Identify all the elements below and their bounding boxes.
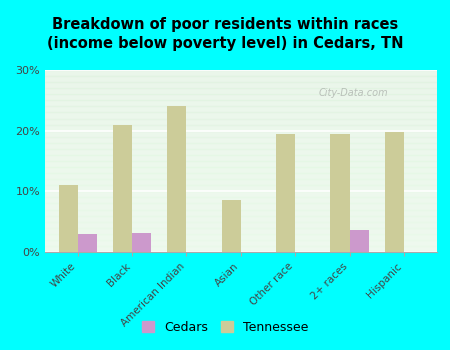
Bar — [45, 210, 436, 216]
Bar — [45, 112, 436, 119]
Bar — [330, 134, 350, 252]
Bar — [45, 173, 436, 179]
Bar — [113, 125, 132, 252]
Bar — [350, 230, 369, 252]
Legend: Cedars, Tennessee: Cedars, Tennessee — [135, 315, 315, 340]
Bar — [45, 234, 436, 240]
Bar — [132, 233, 151, 252]
Bar — [45, 222, 436, 228]
Bar — [45, 70, 436, 76]
Bar — [45, 76, 436, 82]
Bar — [45, 228, 436, 234]
Bar — [45, 240, 436, 246]
Text: Breakdown of poor residents within races
(income below poverty level) in Cedars,: Breakdown of poor residents within races… — [47, 18, 403, 51]
Bar — [45, 82, 436, 88]
Bar — [45, 167, 436, 173]
Bar — [45, 100, 436, 106]
Bar — [45, 216, 436, 222]
Bar — [45, 125, 436, 131]
Bar — [45, 155, 436, 161]
Bar — [45, 137, 436, 143]
Bar — [222, 201, 241, 252]
Bar — [45, 203, 436, 210]
Bar — [45, 119, 436, 125]
Bar — [45, 94, 436, 100]
Bar — [45, 149, 436, 155]
Bar — [45, 106, 436, 112]
Bar — [45, 197, 436, 203]
Bar — [58, 185, 77, 252]
Bar — [45, 185, 436, 191]
Bar — [45, 88, 436, 94]
Text: City-Data.com: City-Data.com — [319, 88, 389, 98]
Bar — [276, 134, 295, 252]
Bar — [45, 161, 436, 167]
Bar — [45, 179, 436, 185]
Bar — [45, 143, 436, 149]
Bar — [167, 106, 186, 252]
Bar — [77, 234, 97, 252]
Bar — [385, 132, 404, 252]
Bar — [45, 131, 436, 137]
Bar — [45, 246, 436, 252]
Bar — [45, 191, 436, 197]
